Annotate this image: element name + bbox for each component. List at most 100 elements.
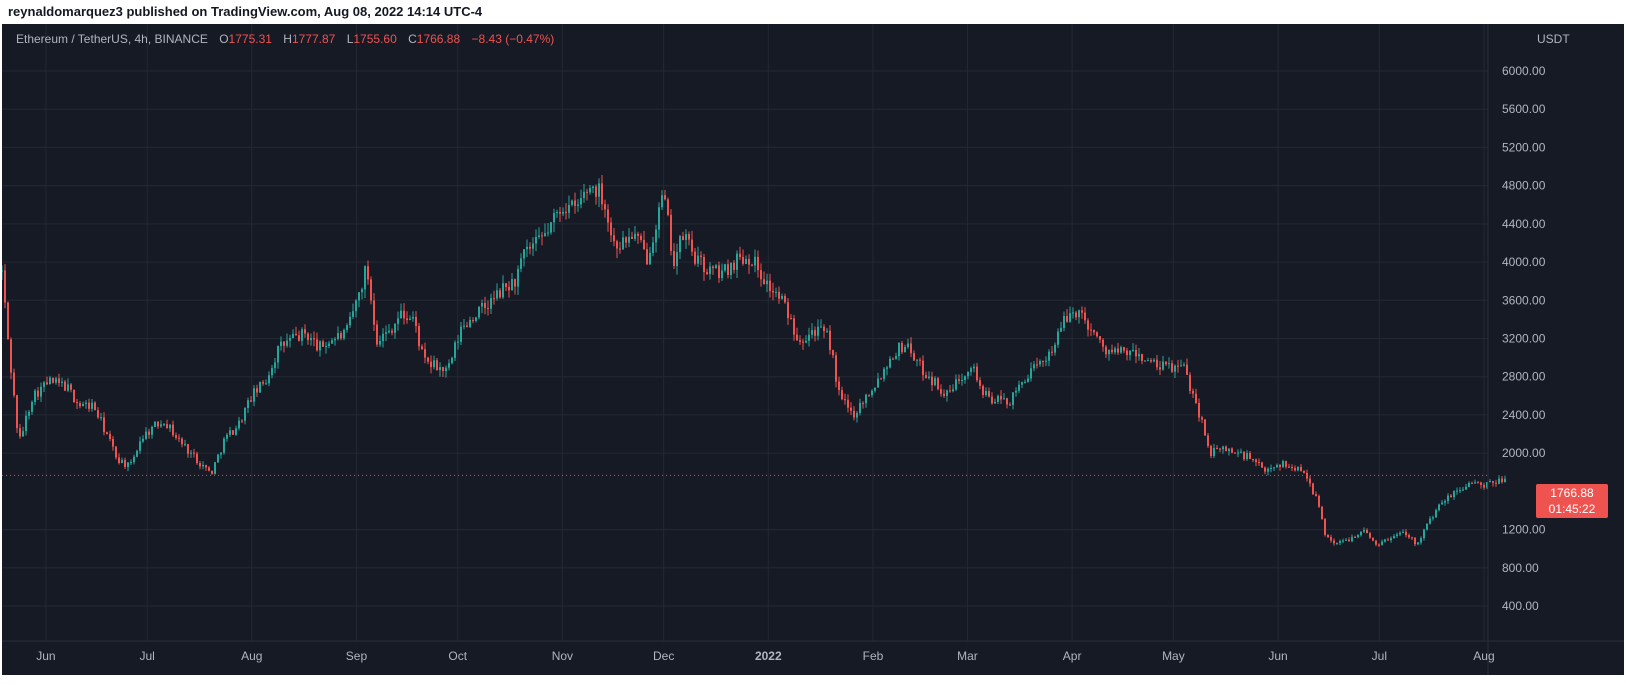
candle-body <box>499 290 501 298</box>
candle-body <box>1135 349 1137 357</box>
candle-body <box>256 388 258 393</box>
candle-body <box>1162 361 1164 370</box>
candle-body <box>1492 481 1494 483</box>
candle-body <box>1069 313 1071 322</box>
candle-body <box>10 339 12 373</box>
candle-body <box>1048 351 1050 361</box>
candle-body <box>298 335 300 341</box>
candle-body <box>865 394 867 404</box>
y-tick-label: 2800.00 <box>1502 370 1546 384</box>
candlestick-chart[interactable]: 400.00 800.00 1200.00 2000.00 2400.00 2800.00… <box>2 24 1624 675</box>
price-axis[interactable]: 400.00 800.00 1200.00 2000.00 2400.00 2800.00… <box>1502 64 1546 613</box>
candle-body <box>1132 349 1134 351</box>
candle-body <box>169 424 171 429</box>
candle-body <box>598 183 600 197</box>
candle-body <box>253 388 255 402</box>
candle-body <box>787 302 789 319</box>
candle-body <box>472 320 474 322</box>
candle-body <box>934 378 936 386</box>
candle-body <box>1153 359 1155 362</box>
candle-body <box>553 213 555 223</box>
chart-panel[interactable]: 400.00 800.00 1200.00 2000.00 2400.00 2800.00… <box>2 24 1624 675</box>
candle-body <box>349 316 351 326</box>
candle-body <box>874 387 876 391</box>
candle-body <box>640 235 642 240</box>
bottom-strip <box>0 675 1626 686</box>
candle-body <box>1036 364 1038 366</box>
candle-body <box>565 211 567 213</box>
candle-body <box>304 329 306 334</box>
candle-body <box>1147 360 1149 362</box>
candle-body <box>436 360 438 371</box>
candle-body <box>562 211 564 214</box>
candle-body <box>1432 517 1434 519</box>
candle-body <box>922 360 924 376</box>
candle-body <box>490 298 492 309</box>
y-tick-label: 3200.00 <box>1502 332 1546 346</box>
candle-body <box>1087 320 1089 330</box>
publisher-line: reynaldomarquez3 published on TradingVie… <box>0 0 1626 24</box>
candle-body <box>1168 363 1170 365</box>
candle-body <box>631 236 633 239</box>
candle-body <box>883 368 885 379</box>
candle-body <box>1009 404 1011 406</box>
candle-body <box>217 454 219 463</box>
candle-body <box>1111 349 1113 353</box>
candle-body <box>1390 538 1392 541</box>
candle-body <box>370 279 372 301</box>
candle-body <box>277 345 279 363</box>
candle-body <box>172 424 174 436</box>
candle-body <box>94 402 96 411</box>
candle-body <box>154 421 156 427</box>
candle-body <box>1177 365 1179 367</box>
candle-body <box>742 257 744 264</box>
candle-body <box>892 358 894 360</box>
candle-body <box>853 410 855 418</box>
candle-body <box>1039 360 1041 365</box>
candle-body <box>805 340 807 343</box>
candle-body <box>628 236 630 243</box>
candle-body <box>247 400 249 408</box>
candle-body <box>937 378 939 390</box>
candle-body <box>1360 531 1362 536</box>
candle-body <box>721 270 723 279</box>
candle-body <box>1273 467 1275 469</box>
candle-body <box>916 359 918 361</box>
candle-body <box>943 393 945 396</box>
candle-body <box>1171 363 1173 372</box>
candle-body <box>907 343 909 348</box>
candle-body <box>1285 461 1287 467</box>
candle-body <box>76 402 78 404</box>
candle-body <box>1225 446 1227 452</box>
candle-body <box>1438 504 1440 511</box>
candle-body <box>607 209 609 223</box>
candle-body <box>406 318 408 321</box>
y-tick-label: 5600.00 <box>1502 102 1546 116</box>
candle-body <box>439 367 441 371</box>
candle-body <box>79 403 81 407</box>
candle-body <box>319 341 321 351</box>
candle-body <box>376 324 378 345</box>
candle-body <box>1099 336 1101 340</box>
candle-body <box>661 195 663 208</box>
candle-body <box>1498 478 1500 484</box>
candle-body <box>790 318 792 320</box>
candle-body <box>568 204 570 213</box>
y-tick-label: 4000.00 <box>1502 255 1546 269</box>
candle-body <box>163 424 165 426</box>
y-tick-label: 6000.00 <box>1502 64 1546 78</box>
candles <box>2 174 1506 547</box>
candle-body <box>1105 346 1107 355</box>
candle-body <box>121 459 123 464</box>
candle-body <box>655 229 657 243</box>
candle-body <box>646 249 648 265</box>
time-axis[interactable]: Jun Jul Aug Sep Oct Nov Dec 2022 Feb Mar Apr May Jun… <box>36 649 1494 663</box>
candle-body <box>1381 541 1383 545</box>
candle-body <box>55 378 57 383</box>
x-tick-label: Jul <box>1372 649 1387 663</box>
candle-body <box>670 214 672 252</box>
candle-body <box>1267 468 1269 472</box>
candle-body <box>19 428 21 437</box>
candle-body <box>676 252 678 266</box>
candle-body <box>724 264 726 271</box>
